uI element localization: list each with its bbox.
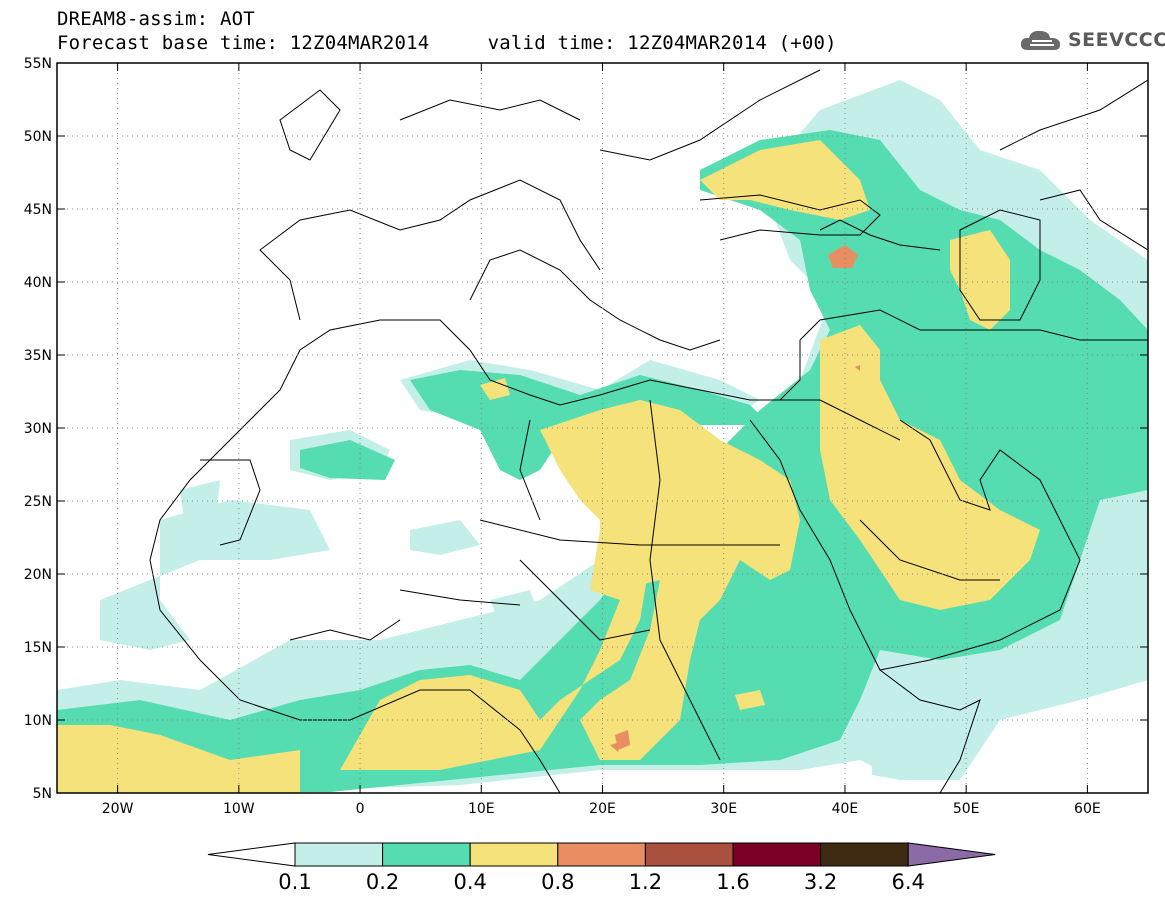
colorbar-level-label: 0.4 bbox=[453, 870, 487, 894]
lat-label: 45N bbox=[24, 202, 52, 218]
title-line-2: Forecast base time: 12Z04MAR2014 valid t… bbox=[57, 32, 837, 54]
lon-label: 20W bbox=[102, 801, 134, 817]
colorbar-swatch bbox=[732, 842, 822, 867]
lat-label: 15N bbox=[24, 640, 52, 656]
lat-axis-labels: 55N 50N 45N 40N 35N 30N 25N 20N 15N 10N 5N bbox=[24, 56, 52, 802]
lat-label: 55N bbox=[24, 56, 52, 72]
colorbar-swatch bbox=[382, 842, 471, 867]
seevccc-logo: SEEVCCC bbox=[1018, 26, 1165, 56]
colorbar-swatch bbox=[644, 842, 734, 867]
lat-label: 25N bbox=[24, 494, 52, 510]
lat-label: 40N bbox=[24, 275, 52, 291]
lon-label: 20E bbox=[589, 801, 616, 817]
lat-label: 10N bbox=[24, 713, 52, 729]
lon-label: 30E bbox=[710, 801, 737, 817]
lon-label: 10W bbox=[223, 801, 255, 817]
lon-axis-labels: 20W 10W 0 10E 20E 30E 40E 50E 60E bbox=[102, 801, 1101, 817]
colorbar-level-label: 1.2 bbox=[628, 870, 663, 894]
colorbar-level-label: 1.6 bbox=[716, 870, 750, 894]
lat-label: 30N bbox=[24, 421, 52, 437]
colorbar-level-label: 0.2 bbox=[365, 870, 400, 894]
lon-label: 10E bbox=[468, 801, 495, 817]
lon-label: 50E bbox=[953, 801, 980, 817]
colorbar-level-label: 6.4 bbox=[891, 870, 925, 894]
colorbar bbox=[207, 842, 996, 867]
lat-label: 35N bbox=[24, 348, 52, 364]
colorbar-level-label: 0.1 bbox=[278, 870, 312, 894]
lat-label: 20N bbox=[24, 567, 52, 583]
title-line-1: DREAM8-assim: AOT bbox=[57, 8, 255, 30]
lat-label: 50N bbox=[24, 129, 52, 145]
colorbar-swatch bbox=[294, 842, 384, 867]
colorbar-level-label: 3.2 bbox=[803, 870, 838, 894]
axis-ticks bbox=[57, 62, 1148, 794]
colorbar-swatch bbox=[469, 842, 559, 867]
coastlines bbox=[149, 69, 1148, 793]
lon-label: 60E bbox=[1074, 801, 1101, 817]
aot-fields bbox=[57, 80, 1148, 793]
aot-band-0.4-0.8 bbox=[57, 140, 1040, 793]
logo-text: SEEVCCC bbox=[1068, 29, 1165, 51]
colorbar-high-triangle bbox=[907, 842, 996, 867]
colorbar-swatch bbox=[820, 842, 909, 867]
lon-label: 40E bbox=[832, 801, 859, 817]
lat-label: 5N bbox=[33, 786, 52, 802]
cloud-icon bbox=[1020, 30, 1061, 50]
aot-band-0.8-1.2 bbox=[610, 245, 860, 752]
colorbar-swatch bbox=[557, 842, 646, 867]
colorbar-level-label: 0.8 bbox=[541, 870, 575, 894]
gridlines bbox=[57, 63, 1148, 793]
lon-label: 0 bbox=[356, 801, 365, 817]
colorbar-low-triangle bbox=[207, 842, 296, 867]
